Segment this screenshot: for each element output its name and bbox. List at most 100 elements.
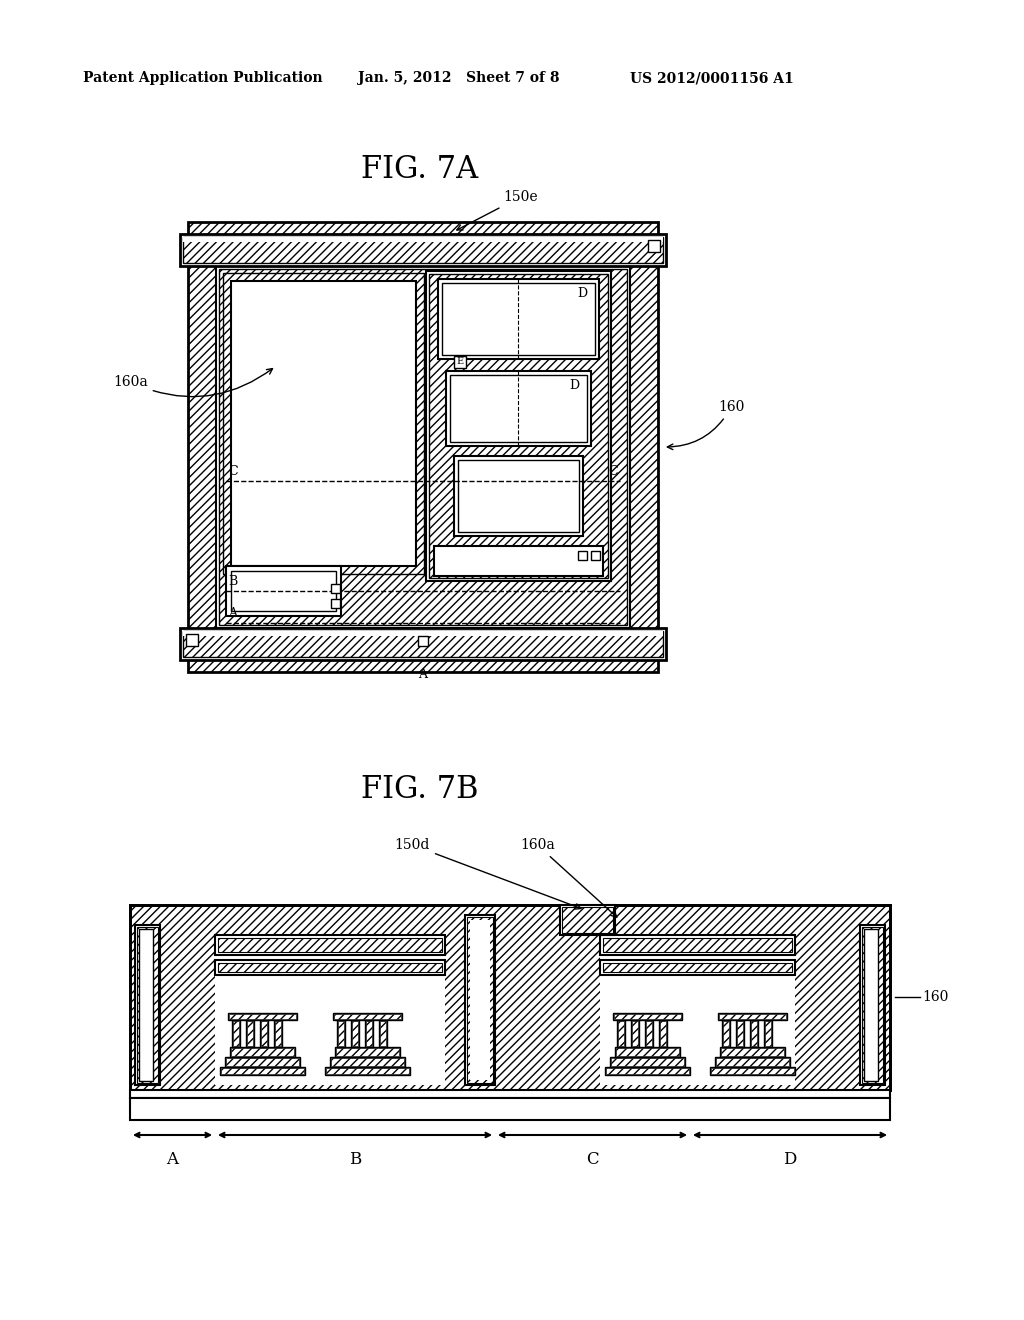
Bar bbox=[660, 1020, 666, 1045]
Bar bbox=[229, 1014, 296, 1019]
Bar bbox=[246, 1020, 254, 1047]
Bar bbox=[645, 1020, 653, 1047]
Bar bbox=[215, 935, 445, 954]
Text: 160: 160 bbox=[668, 400, 744, 450]
Bar bbox=[429, 275, 608, 578]
Bar bbox=[183, 631, 663, 636]
Bar bbox=[723, 1020, 729, 1045]
Bar bbox=[720, 1047, 785, 1057]
Bar bbox=[458, 459, 579, 532]
Bar bbox=[331, 599, 340, 609]
Bar bbox=[380, 1020, 386, 1045]
Bar bbox=[591, 550, 600, 560]
Bar bbox=[750, 1020, 758, 1047]
Bar bbox=[137, 927, 158, 1082]
Bar bbox=[337, 1020, 345, 1047]
Bar bbox=[611, 1059, 684, 1067]
Bar bbox=[331, 583, 340, 593]
Bar bbox=[860, 925, 885, 1085]
Bar bbox=[233, 1020, 239, 1045]
Bar bbox=[716, 1059, 790, 1067]
Bar bbox=[605, 1067, 690, 1074]
Bar bbox=[610, 1057, 685, 1067]
Bar bbox=[578, 550, 587, 560]
Bar bbox=[560, 906, 615, 935]
Bar bbox=[139, 929, 153, 1081]
Bar bbox=[330, 1057, 406, 1067]
Bar bbox=[130, 1090, 890, 1098]
Bar bbox=[467, 917, 493, 1082]
Bar bbox=[366, 1020, 372, 1045]
Bar bbox=[711, 1068, 794, 1074]
Bar bbox=[365, 1020, 373, 1047]
Bar bbox=[646, 1020, 652, 1045]
Text: 150d: 150d bbox=[394, 838, 581, 909]
Bar bbox=[130, 1098, 890, 1119]
Bar bbox=[648, 240, 660, 252]
Bar bbox=[618, 1020, 624, 1045]
Bar bbox=[562, 907, 613, 933]
Bar bbox=[721, 1048, 784, 1056]
Bar bbox=[219, 269, 627, 624]
Bar bbox=[215, 940, 445, 1085]
Bar bbox=[338, 1020, 344, 1045]
Bar bbox=[603, 939, 792, 952]
Text: D: D bbox=[577, 286, 587, 300]
Bar bbox=[183, 631, 663, 657]
Text: A: A bbox=[167, 1151, 178, 1168]
Bar bbox=[765, 1020, 771, 1045]
Bar bbox=[600, 935, 795, 954]
Bar bbox=[334, 1014, 401, 1019]
Bar bbox=[180, 234, 666, 267]
Bar bbox=[180, 628, 666, 660]
Bar bbox=[616, 1048, 679, 1056]
Bar bbox=[130, 906, 890, 1090]
Bar bbox=[226, 1059, 299, 1067]
Text: FIG. 7B: FIG. 7B bbox=[361, 775, 479, 805]
Text: 150e: 150e bbox=[457, 190, 538, 230]
Bar bbox=[220, 1067, 305, 1074]
Bar bbox=[226, 566, 341, 616]
Bar bbox=[221, 1068, 304, 1074]
Bar bbox=[331, 1059, 404, 1067]
Bar bbox=[603, 964, 792, 972]
Bar bbox=[325, 1067, 410, 1074]
Bar bbox=[710, 1067, 795, 1074]
Bar bbox=[215, 960, 445, 975]
Bar bbox=[719, 1014, 786, 1019]
Text: C: C bbox=[608, 465, 618, 478]
Bar bbox=[216, 267, 630, 628]
Text: E: E bbox=[457, 358, 464, 367]
Bar bbox=[261, 1020, 267, 1045]
Bar bbox=[736, 1020, 744, 1047]
Bar bbox=[183, 238, 663, 242]
Bar bbox=[228, 1012, 297, 1020]
Bar bbox=[615, 1047, 680, 1057]
Bar bbox=[470, 920, 490, 1080]
Bar bbox=[260, 1020, 268, 1047]
Bar bbox=[442, 282, 595, 355]
Bar bbox=[862, 927, 883, 1082]
Bar bbox=[336, 1048, 399, 1056]
Bar bbox=[231, 572, 336, 611]
Bar bbox=[446, 371, 591, 446]
Text: D: D bbox=[569, 379, 579, 392]
Bar bbox=[183, 238, 663, 263]
Bar bbox=[751, 1020, 757, 1045]
Bar bbox=[454, 455, 583, 536]
Bar bbox=[722, 1020, 730, 1047]
Bar bbox=[454, 356, 466, 368]
Bar bbox=[715, 1057, 790, 1067]
Text: Patent Application Publication: Patent Application Publication bbox=[83, 71, 323, 84]
Bar bbox=[614, 1014, 681, 1019]
Bar bbox=[438, 279, 599, 359]
Bar bbox=[326, 1068, 409, 1074]
Bar bbox=[737, 1020, 743, 1045]
Text: 160: 160 bbox=[922, 990, 948, 1005]
Bar bbox=[218, 939, 442, 952]
Bar bbox=[600, 940, 795, 1085]
Text: FIG. 7A: FIG. 7A bbox=[361, 154, 478, 186]
Bar bbox=[135, 925, 160, 1085]
Bar bbox=[351, 1020, 359, 1047]
Text: 160a: 160a bbox=[113, 368, 272, 397]
